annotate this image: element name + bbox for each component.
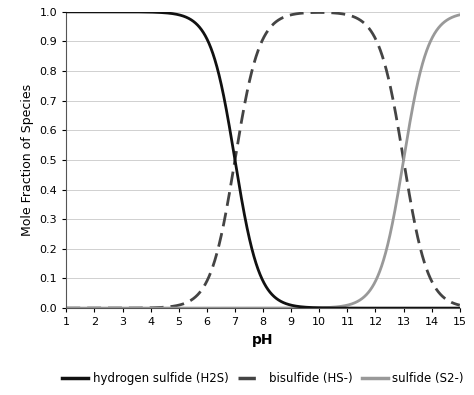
Y-axis label: Mole Fraction of Species: Mole Fraction of Species (21, 84, 34, 236)
Legend: hydrogen sulfide (H2S), bisulfide (HS-), sulfide (S2-): hydrogen sulfide (H2S), bisulfide (HS-),… (57, 367, 469, 390)
X-axis label: pH: pH (252, 333, 274, 347)
